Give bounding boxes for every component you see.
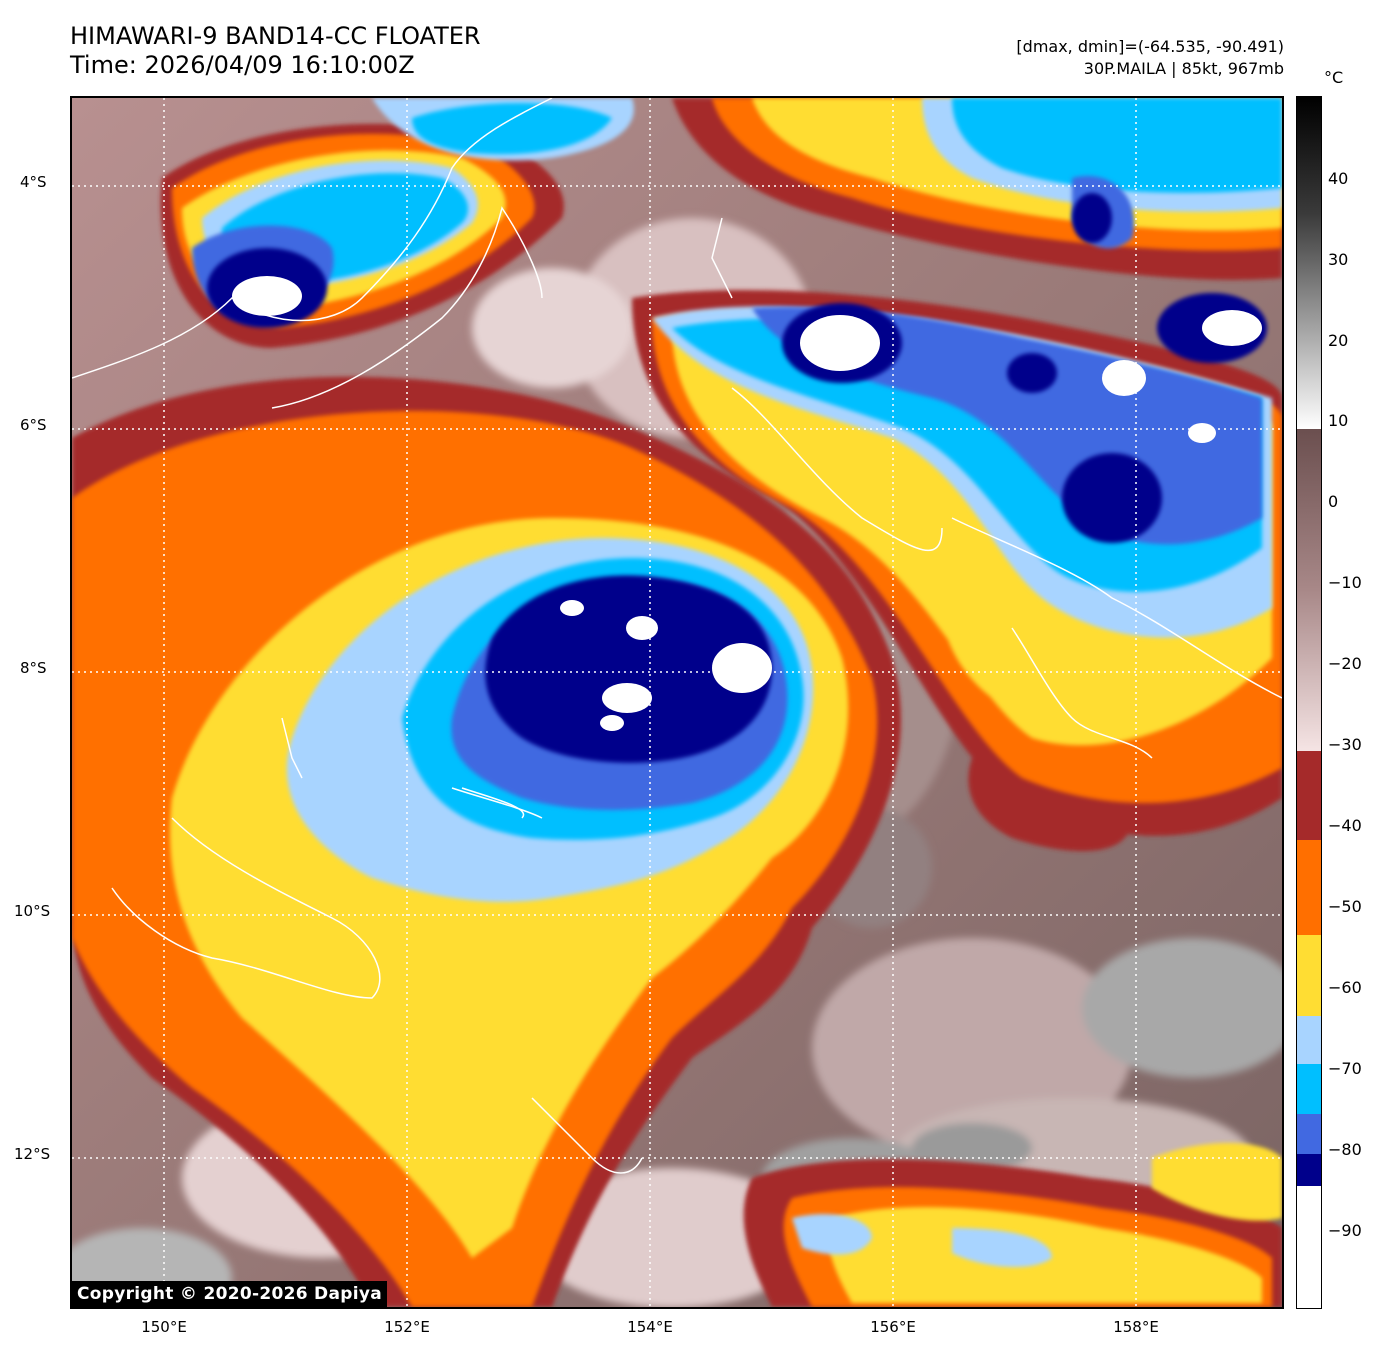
colorbar-tick: −80 xyxy=(1328,1140,1362,1159)
coastlines xyxy=(72,98,1282,1174)
satellite-imagery xyxy=(72,98,1282,1307)
colorbar-tick: 0 xyxy=(1328,492,1339,511)
colorbar-tick: −50 xyxy=(1328,897,1362,916)
colorbar-tick: 10 xyxy=(1328,411,1349,430)
colorbar-tick: −30 xyxy=(1328,735,1362,754)
lon-label-158e: 158°E xyxy=(1113,1318,1159,1336)
colorbar-tick: −20 xyxy=(1328,654,1362,673)
lat-label-8s: 8°S xyxy=(20,659,47,677)
copyright-badge: Copyright © 2020-2026 Dapiya xyxy=(72,1281,387,1307)
lon-label-154e: 154°E xyxy=(627,1318,673,1336)
data-range-label: [dmax, dmin]=(-64.535, -90.491) xyxy=(1016,37,1284,56)
graticule xyxy=(72,98,1282,1307)
storm-info-label: 30P.MAILA | 85kt, 967mb xyxy=(1083,59,1284,78)
cloud-core-white xyxy=(232,276,1262,731)
lat-label-6s: 6°S xyxy=(20,416,47,434)
colorbar xyxy=(1296,96,1322,1309)
colorbar-unit: °C xyxy=(1324,68,1344,87)
colorbar-tick: −60 xyxy=(1328,978,1362,997)
lat-label-10s: 10°S xyxy=(14,902,51,920)
lon-label-156e: 156°E xyxy=(870,1318,916,1336)
lat-label-12s: 12°S xyxy=(14,1145,51,1163)
map-title: HIMAWARI-9 BAND14-CC FLOATER xyxy=(70,22,481,50)
map-time: Time: 2026/04/09 16:10:00Z xyxy=(70,51,415,79)
colorbar-tick: 20 xyxy=(1328,331,1349,350)
lon-label-150e: 150°E xyxy=(141,1318,187,1336)
colorbar-tick: −90 xyxy=(1328,1221,1362,1240)
colorbar-tick: −10 xyxy=(1328,573,1362,592)
colorbar-tick: −70 xyxy=(1328,1059,1362,1078)
colorbar-tick: 40 xyxy=(1328,169,1349,188)
colorbar-tick: 30 xyxy=(1328,250,1349,269)
colorbar-tick: −40 xyxy=(1328,816,1362,835)
lon-label-152e: 152°E xyxy=(384,1318,430,1336)
cloud-core-darkblue xyxy=(207,193,1267,763)
colorbar-gradient xyxy=(1297,97,1321,1308)
satellite-map xyxy=(70,96,1284,1309)
lat-label-4s: 4°S xyxy=(20,173,47,191)
